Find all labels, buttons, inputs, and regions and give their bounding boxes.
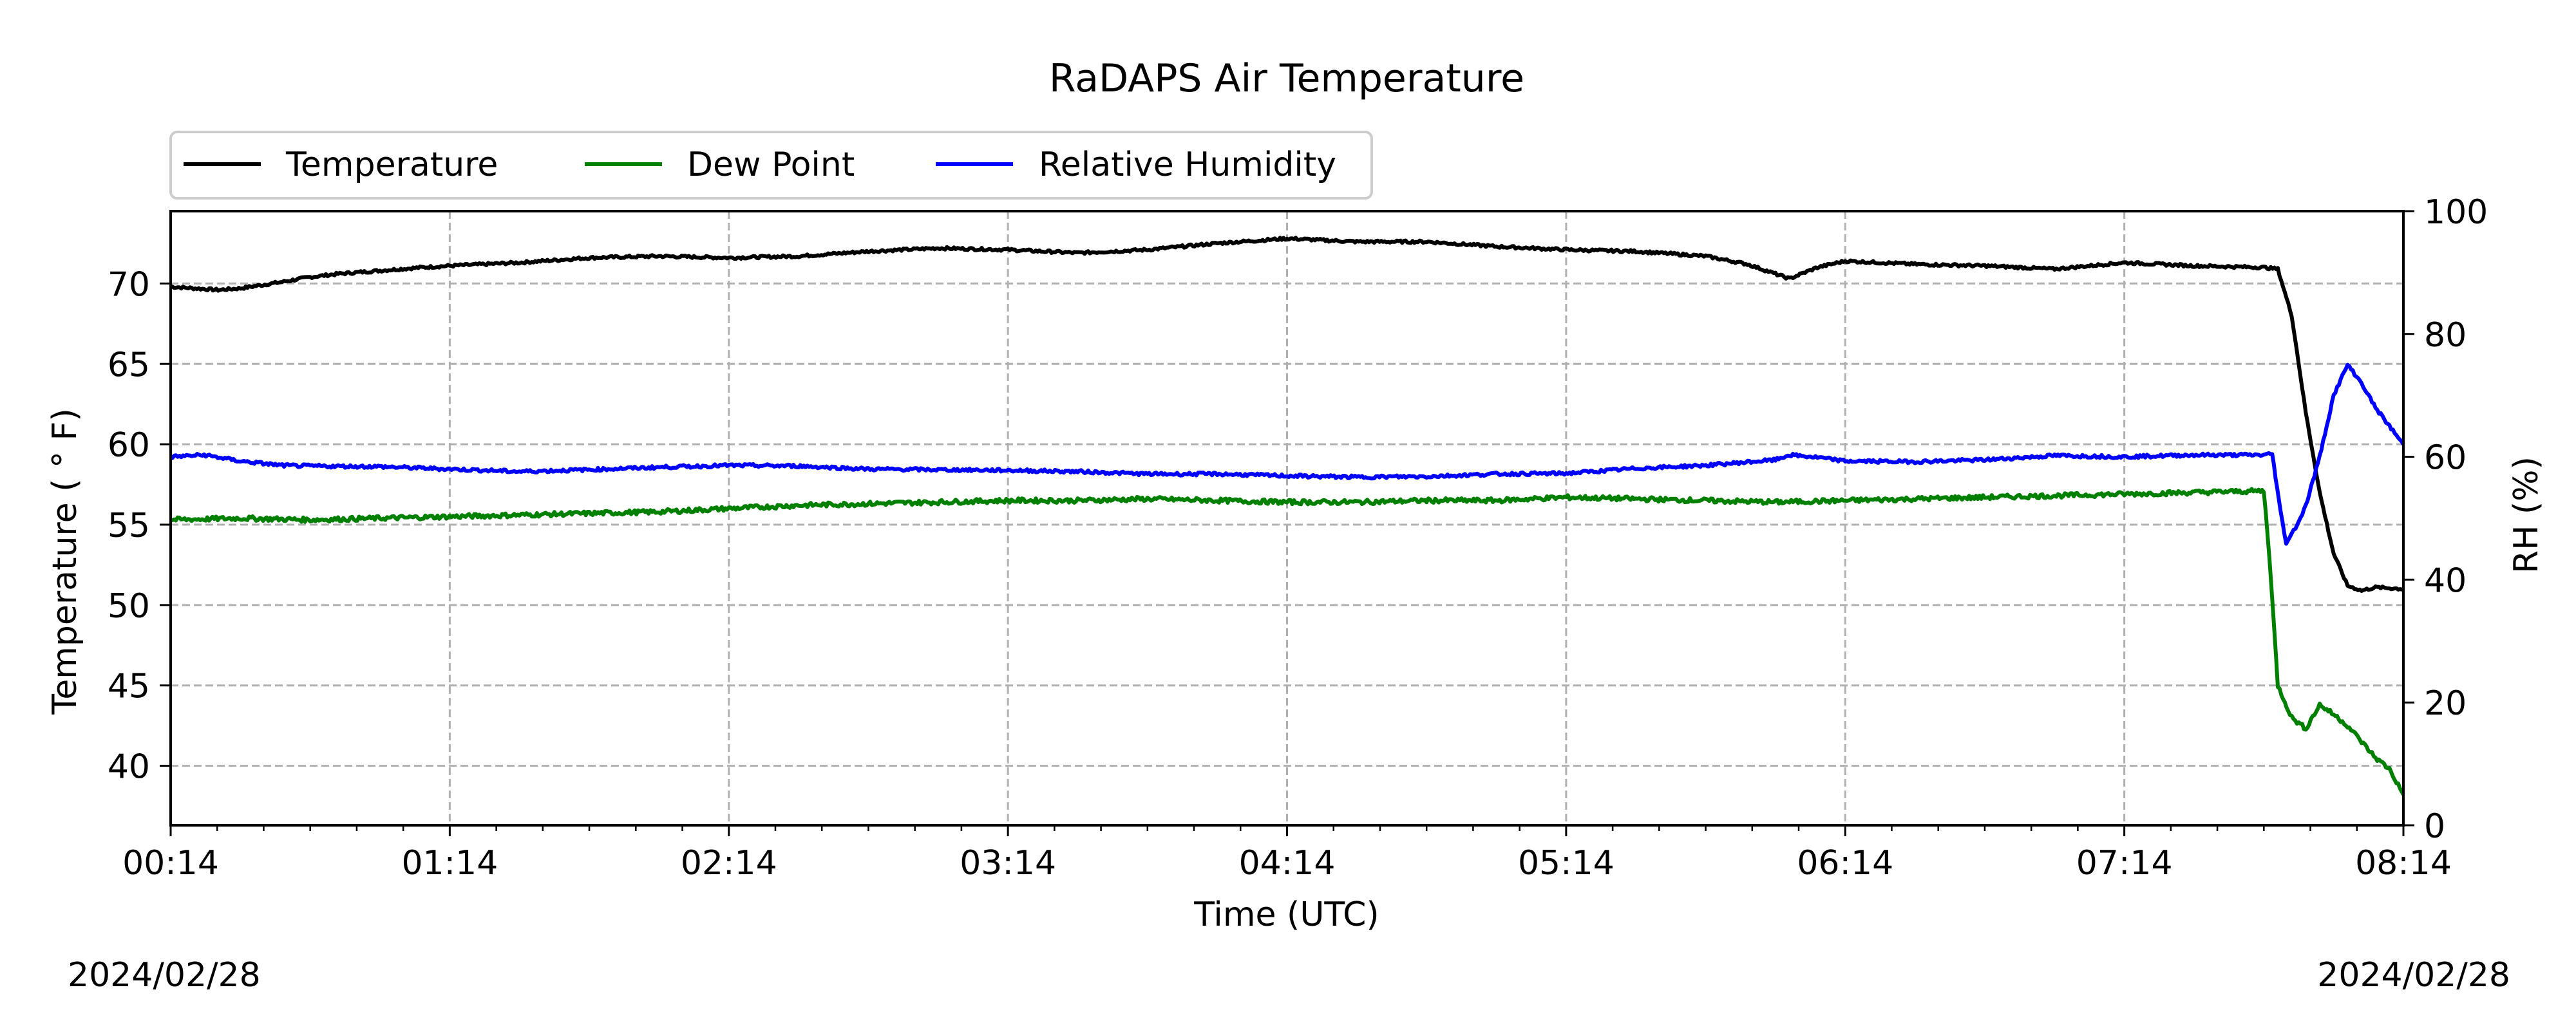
x-axis-label: Time (UTC) bbox=[1193, 895, 1379, 934]
y2-tick-label: 20 bbox=[2424, 684, 2467, 723]
y2-tick-label: 100 bbox=[2424, 193, 2488, 232]
x-tick-label: 08:14 bbox=[2355, 844, 2452, 883]
grid bbox=[169, 211, 2405, 825]
y-axis-label: Temperature ( ° F) bbox=[46, 408, 84, 715]
date-left: 2024/02/28 bbox=[68, 956, 261, 995]
y-tick-label: 50 bbox=[108, 587, 150, 626]
x-tick-label: 05:14 bbox=[1518, 844, 1615, 883]
plot-frame bbox=[169, 210, 2405, 827]
y2-axis-label: RH (%) bbox=[2507, 456, 2546, 574]
y-tick-label: 55 bbox=[108, 507, 150, 545]
axes: 00:14 01:14 02:14 03:14 04:14 05:14 06:14 07:14… bbox=[108, 193, 2488, 883]
series-line-relative-humidity bbox=[169, 362, 2405, 546]
y2-tick-label: 80 bbox=[2424, 316, 2467, 355]
series-line-temperature bbox=[170, 236, 2404, 593]
y2-tick-label: 60 bbox=[2424, 439, 2467, 478]
series-line-dew-point bbox=[170, 487, 2405, 796]
x-tick-label: 02:14 bbox=[681, 844, 777, 883]
series-lines bbox=[169, 236, 2405, 796]
date-right: 2024/02/28 bbox=[2317, 956, 2510, 995]
legend-relative-humidity-label: Relative Humidity bbox=[1039, 145, 1336, 184]
y-tick-label: 60 bbox=[108, 426, 150, 465]
x-tick-label: 07:14 bbox=[2076, 844, 2173, 883]
legend-temperature-label: Temperature bbox=[285, 145, 498, 184]
legend-frame bbox=[169, 131, 1373, 200]
y2-tick-label: 0 bbox=[2424, 807, 2445, 846]
x-tick-label: 00:14 bbox=[122, 844, 219, 883]
x-tick-label: 06:14 bbox=[1797, 844, 1893, 883]
y-tick-label: 70 bbox=[108, 265, 150, 304]
y-tick-label: 45 bbox=[108, 668, 150, 706]
chart-title: RaDAPS Air Temperature bbox=[1049, 56, 1524, 101]
x-tick-label: 03:14 bbox=[960, 844, 1056, 883]
y-tick-label: 40 bbox=[108, 748, 150, 787]
legend: Temperature Dew Point Relative Humidity bbox=[169, 131, 1373, 200]
y2-tick-label: 40 bbox=[2424, 561, 2467, 600]
x-tick-label: 01:14 bbox=[401, 844, 498, 883]
x-tick-label: 04:14 bbox=[1239, 844, 1336, 883]
y-tick-label: 65 bbox=[108, 346, 150, 384]
legend-dew-point-label: Dew Point bbox=[687, 145, 855, 184]
